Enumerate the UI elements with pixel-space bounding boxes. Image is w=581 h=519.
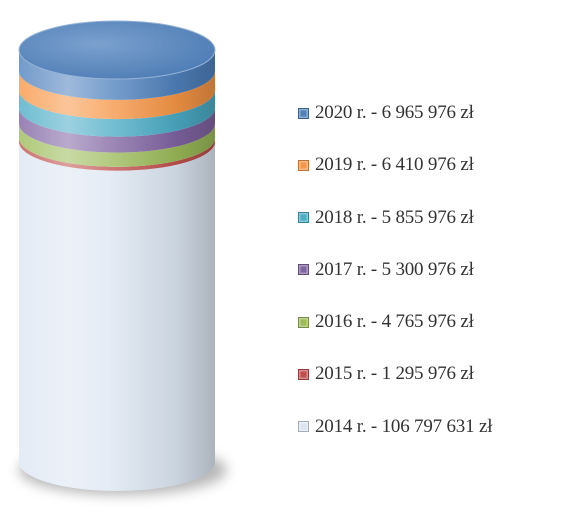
legend-label-2015: 2015 r. - 1 295 976 zł — [315, 363, 474, 385]
legend-label-2017: 2017 r. - 5 300 976 zł — [315, 258, 474, 280]
legend-swatch-2019 — [298, 159, 309, 171]
legend-item-2014: 2014 r. - 106 797 631 zł — [298, 414, 492, 440]
cylinder-segment-2019 — [19, 70, 215, 120]
cylinder-segment-2014 — [19, 141, 215, 491]
cylinder-segment-2017 — [19, 107, 215, 153]
cylinder-top-cap — [18, 20, 216, 80]
legend-label-2020: 2020 r. - 6 965 976 zł — [315, 102, 474, 123]
legend-label-2016: 2016 r. - 4 765 976 zł — [315, 311, 474, 333]
cylinder-segment-2018 — [19, 90, 215, 137]
cylinder-segment-2016 — [19, 123, 215, 167]
legend-item-2017: 2017 r. - 5 300 976 zł — [298, 257, 492, 283]
legend-swatch-2015 — [298, 368, 309, 380]
legend-label-2018: 2018 r. - 5 855 976 zł — [315, 206, 474, 228]
legend-swatch-2016 — [298, 316, 309, 328]
legend-item-2016: 2016 r. - 4 765 976 zł — [298, 309, 492, 335]
legend-swatch-2017 — [298, 264, 309, 276]
legend-item-2015: 2015 r. - 1 295 976 zł — [298, 361, 492, 387]
legend-swatch-2014 — [298, 421, 309, 433]
legend-item-2018: 2018 r. - 5 855 976 zł — [298, 205, 492, 231]
legend-item-2019: 2019 r. - 6 410 976 zł — [298, 152, 492, 178]
cylinder — [18, 20, 227, 495]
legend-label-2019: 2019 r. - 6 410 976 zł — [315, 154, 474, 176]
legend-item-2020: 2020 r. - 6 965 976 zł — [298, 100, 492, 126]
legend-label-2014: 2014 r. - 106 797 631 zł — [315, 415, 493, 437]
legend-swatch-2018 — [298, 212, 309, 224]
cylinder-segment-2020 — [19, 50, 215, 100]
legend-swatch-2020 — [298, 107, 309, 119]
chart-legend: 2020 r. - 6 965 976 zł 2019 r. - 6 410 97… — [298, 100, 492, 466]
